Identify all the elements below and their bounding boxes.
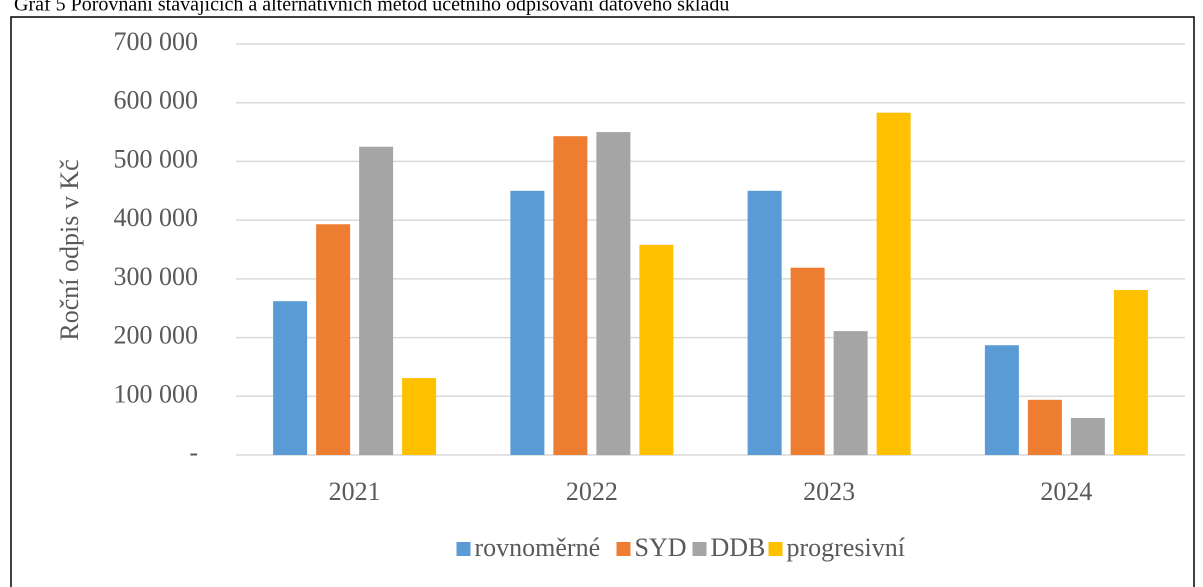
bar	[1027, 399, 1062, 455]
bar	[984, 345, 1019, 455]
x-tick-label: 2024	[1040, 477, 1092, 506]
legend-label: progresivní	[787, 533, 905, 562]
x-tick-label: 2022	[566, 477, 618, 506]
bar	[1070, 418, 1105, 455]
bar	[876, 112, 911, 456]
y-tick-label: 300 000	[114, 262, 199, 291]
legend-swatch	[616, 542, 631, 556]
y-axis-label: Roční odpis v Kč	[55, 159, 84, 340]
legend-label: SYD	[635, 533, 687, 562]
bar	[833, 331, 868, 455]
legend-swatch	[456, 542, 471, 556]
y-tick-label: 600 000	[114, 86, 199, 115]
bar	[359, 146, 394, 455]
x-tick-label: 2023	[803, 477, 855, 506]
bar	[596, 132, 631, 456]
bar	[790, 267, 825, 455]
bar	[747, 190, 782, 456]
y-tick-label: 200 000	[114, 321, 199, 350]
y-tick-label: 500 000	[114, 144, 199, 173]
legend-label: DDB	[711, 533, 766, 562]
bar	[316, 224, 351, 455]
y-tick-label: 400 000	[114, 203, 199, 232]
bar	[553, 136, 588, 455]
bar	[273, 301, 308, 455]
bar	[510, 190, 545, 456]
legend-swatch	[692, 542, 707, 556]
legend-swatch	[768, 542, 783, 556]
x-tick-label: 2021	[329, 477, 381, 506]
bar	[402, 378, 437, 455]
legend-label: rovnoměrné	[475, 533, 601, 562]
y-tick-label: 100 000	[114, 379, 199, 408]
bar	[1113, 290, 1148, 455]
y-tick-label: -	[189, 438, 198, 467]
bar	[639, 244, 674, 455]
y-tick-label: 700 000	[114, 27, 199, 56]
chart-title: Graf 5 Porovnání stávajících a alternati…	[14, 0, 729, 16]
